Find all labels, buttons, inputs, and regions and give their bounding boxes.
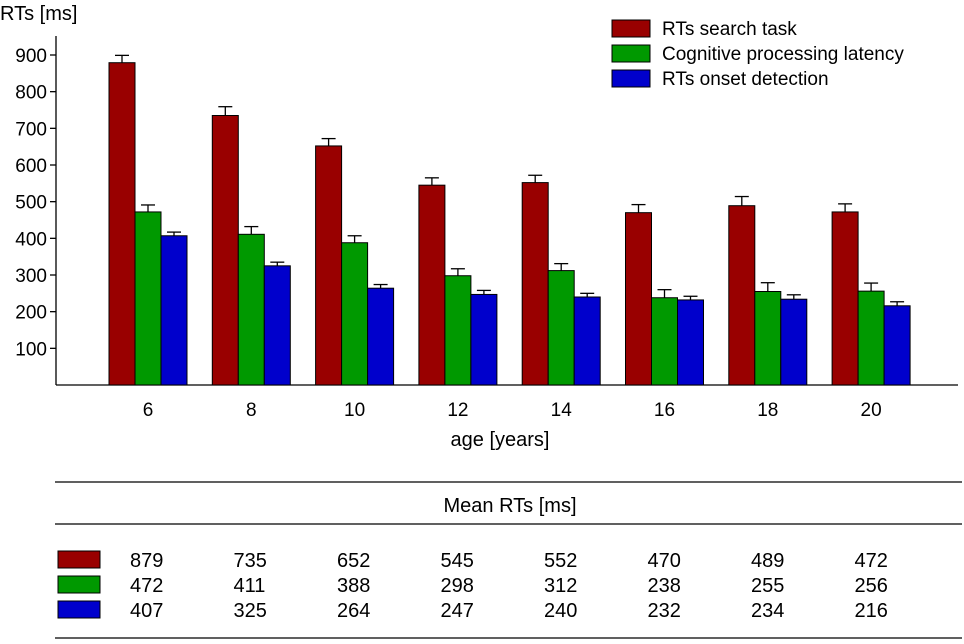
x-tick-label: 20: [861, 400, 882, 421]
table-rows: 879 735 652 545 552 470 489 472 472 411 388 298 312 2…: [57, 550, 888, 622]
x-tick-label: 6: [143, 400, 154, 421]
table-cell: 407: [130, 600, 163, 622]
bar: [341, 242, 369, 386]
y-tick-label: 800: [15, 83, 47, 104]
bar: [418, 184, 446, 386]
bar: [211, 115, 239, 386]
bar: [677, 299, 704, 386]
bar: [780, 298, 808, 386]
x-tick-labels: 6 8 10 12 14 16 18 20: [143, 400, 882, 421]
table-cell: 489: [751, 550, 784, 572]
bar: [160, 235, 188, 386]
legend-swatch: [611, 69, 651, 88]
table-cell: 234: [751, 600, 784, 622]
table-row-swatch: [57, 600, 101, 619]
bar: [728, 205, 756, 386]
bar: [521, 182, 549, 386]
table-cell: 552: [544, 550, 577, 572]
bar: [547, 270, 575, 386]
y-tick-label: 400: [15, 229, 47, 250]
bar: [108, 62, 136, 386]
table-cell: 472: [130, 575, 163, 597]
bar: [754, 291, 782, 386]
bar: [134, 211, 162, 386]
table-cell: 879: [130, 550, 163, 572]
table-cell: 256: [855, 575, 888, 597]
x-tick-label: 18: [757, 400, 778, 421]
legend: RTs search task Cognitive processing late…: [611, 19, 904, 90]
mean-rt-table: Mean RTs [ms] 879 735 652 545 552 470 489 472 47…: [55, 481, 962, 639]
bar: [857, 290, 885, 386]
legend-label: RTs onset detection: [662, 69, 829, 90]
x-tick-label: 10: [344, 400, 365, 421]
table-cell: 472: [855, 550, 888, 572]
legend-label: RTs search task: [662, 19, 797, 40]
legend-swatch: [611, 44, 651, 63]
table-cell: 216: [855, 600, 888, 622]
table-cell: 325: [234, 600, 267, 622]
bar: [625, 212, 652, 386]
table-cell: 411: [234, 575, 266, 597]
table-cell: 312: [544, 575, 577, 597]
table-cell: 232: [648, 600, 681, 622]
table-row-swatch: [57, 550, 101, 569]
x-tick-label: 8: [246, 400, 257, 421]
bar: [831, 211, 859, 386]
y-axis-title: RTs [ms]: [0, 3, 77, 25]
y-tick-label: 900: [15, 46, 47, 67]
y-tick-label: 200: [15, 303, 47, 324]
table-cell: 545: [441, 550, 474, 572]
x-tick-label: 12: [447, 400, 468, 421]
y-tick-label: 100: [15, 339, 47, 360]
y-tick-label: 700: [15, 119, 47, 140]
table-cell: 470: [648, 550, 681, 572]
x-axis-title: age [years]: [451, 429, 550, 451]
bar: [470, 293, 498, 386]
y-tick-label: 500: [15, 193, 47, 214]
bar: [367, 287, 395, 386]
bar: [237, 233, 265, 386]
axes: 100 200 300 400 500 600 700 800 900: [15, 36, 958, 386]
bar: [573, 296, 601, 386]
bar: [444, 275, 472, 386]
x-tick-label: 14: [551, 400, 573, 421]
table-cell: 298: [441, 575, 474, 597]
table-cell: 388: [337, 575, 370, 597]
table-cell: 240: [544, 600, 577, 622]
table-cell: 247: [441, 600, 474, 622]
table-cell: 238: [648, 575, 681, 597]
table-cell: 652: [337, 550, 370, 572]
y-tick-label: 300: [15, 266, 47, 287]
table-cell: 255: [751, 575, 784, 597]
table-row-swatch: [57, 575, 101, 594]
bar: [263, 265, 291, 386]
bar: [315, 145, 343, 386]
bars: [108, 54, 911, 386]
legend-swatch: [611, 19, 651, 38]
legend-label: Cognitive processing latency: [662, 44, 904, 65]
y-tick-label: 600: [15, 156, 47, 177]
table-title: Mean RTs [ms]: [444, 495, 577, 517]
bar: [651, 297, 678, 386]
x-tick-label: 16: [654, 400, 675, 421]
table-cell: 735: [234, 550, 267, 572]
bar: [883, 305, 911, 386]
table-cell: 264: [337, 600, 370, 622]
